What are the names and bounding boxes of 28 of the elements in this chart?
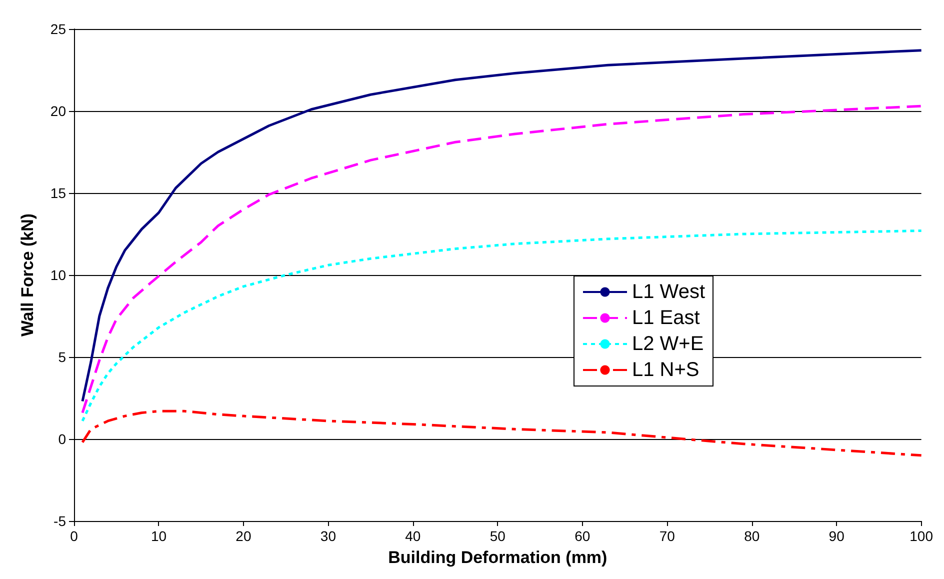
x-axis-title: Building Deformation (mm) <box>388 548 608 567</box>
x-tick-label: 30 <box>320 528 336 544</box>
x-tick-label: 40 <box>405 528 421 544</box>
line-series <box>81 410 923 457</box>
y-tick-label: 5 <box>58 349 66 365</box>
y-tick-label: 10 <box>50 267 66 283</box>
x-tick-label: 70 <box>659 528 676 544</box>
x-tick-label: 20 <box>236 528 252 544</box>
legend-label: L1 East <box>632 307 700 329</box>
x-tick-label: 80 <box>744 528 760 544</box>
legend-label: L2 W+E <box>632 333 704 355</box>
legend-label: L1 West <box>632 281 706 303</box>
x-tick-label: 10 <box>150 528 167 544</box>
x-tick-label: 50 <box>490 528 506 544</box>
x-tick-label: 100 <box>910 528 934 544</box>
x-tick-label: 90 <box>828 528 845 544</box>
x-tick-label: 0 <box>70 528 78 544</box>
x-tick-label: 60 <box>574 528 590 544</box>
y-tick-label: -5 <box>54 513 66 529</box>
y-tick-label: 15 <box>50 185 66 201</box>
y-axis-title: Wall Force (kN) <box>18 213 37 337</box>
legend-label: L1 N+S <box>632 359 700 381</box>
y-tick-label: 20 <box>50 103 66 119</box>
y-tick-label: 0 <box>58 431 66 447</box>
line-series <box>81 104 923 414</box>
line-series <box>81 229 923 422</box>
y-tick-label: 25 <box>50 21 66 37</box>
line-series <box>81 49 923 403</box>
